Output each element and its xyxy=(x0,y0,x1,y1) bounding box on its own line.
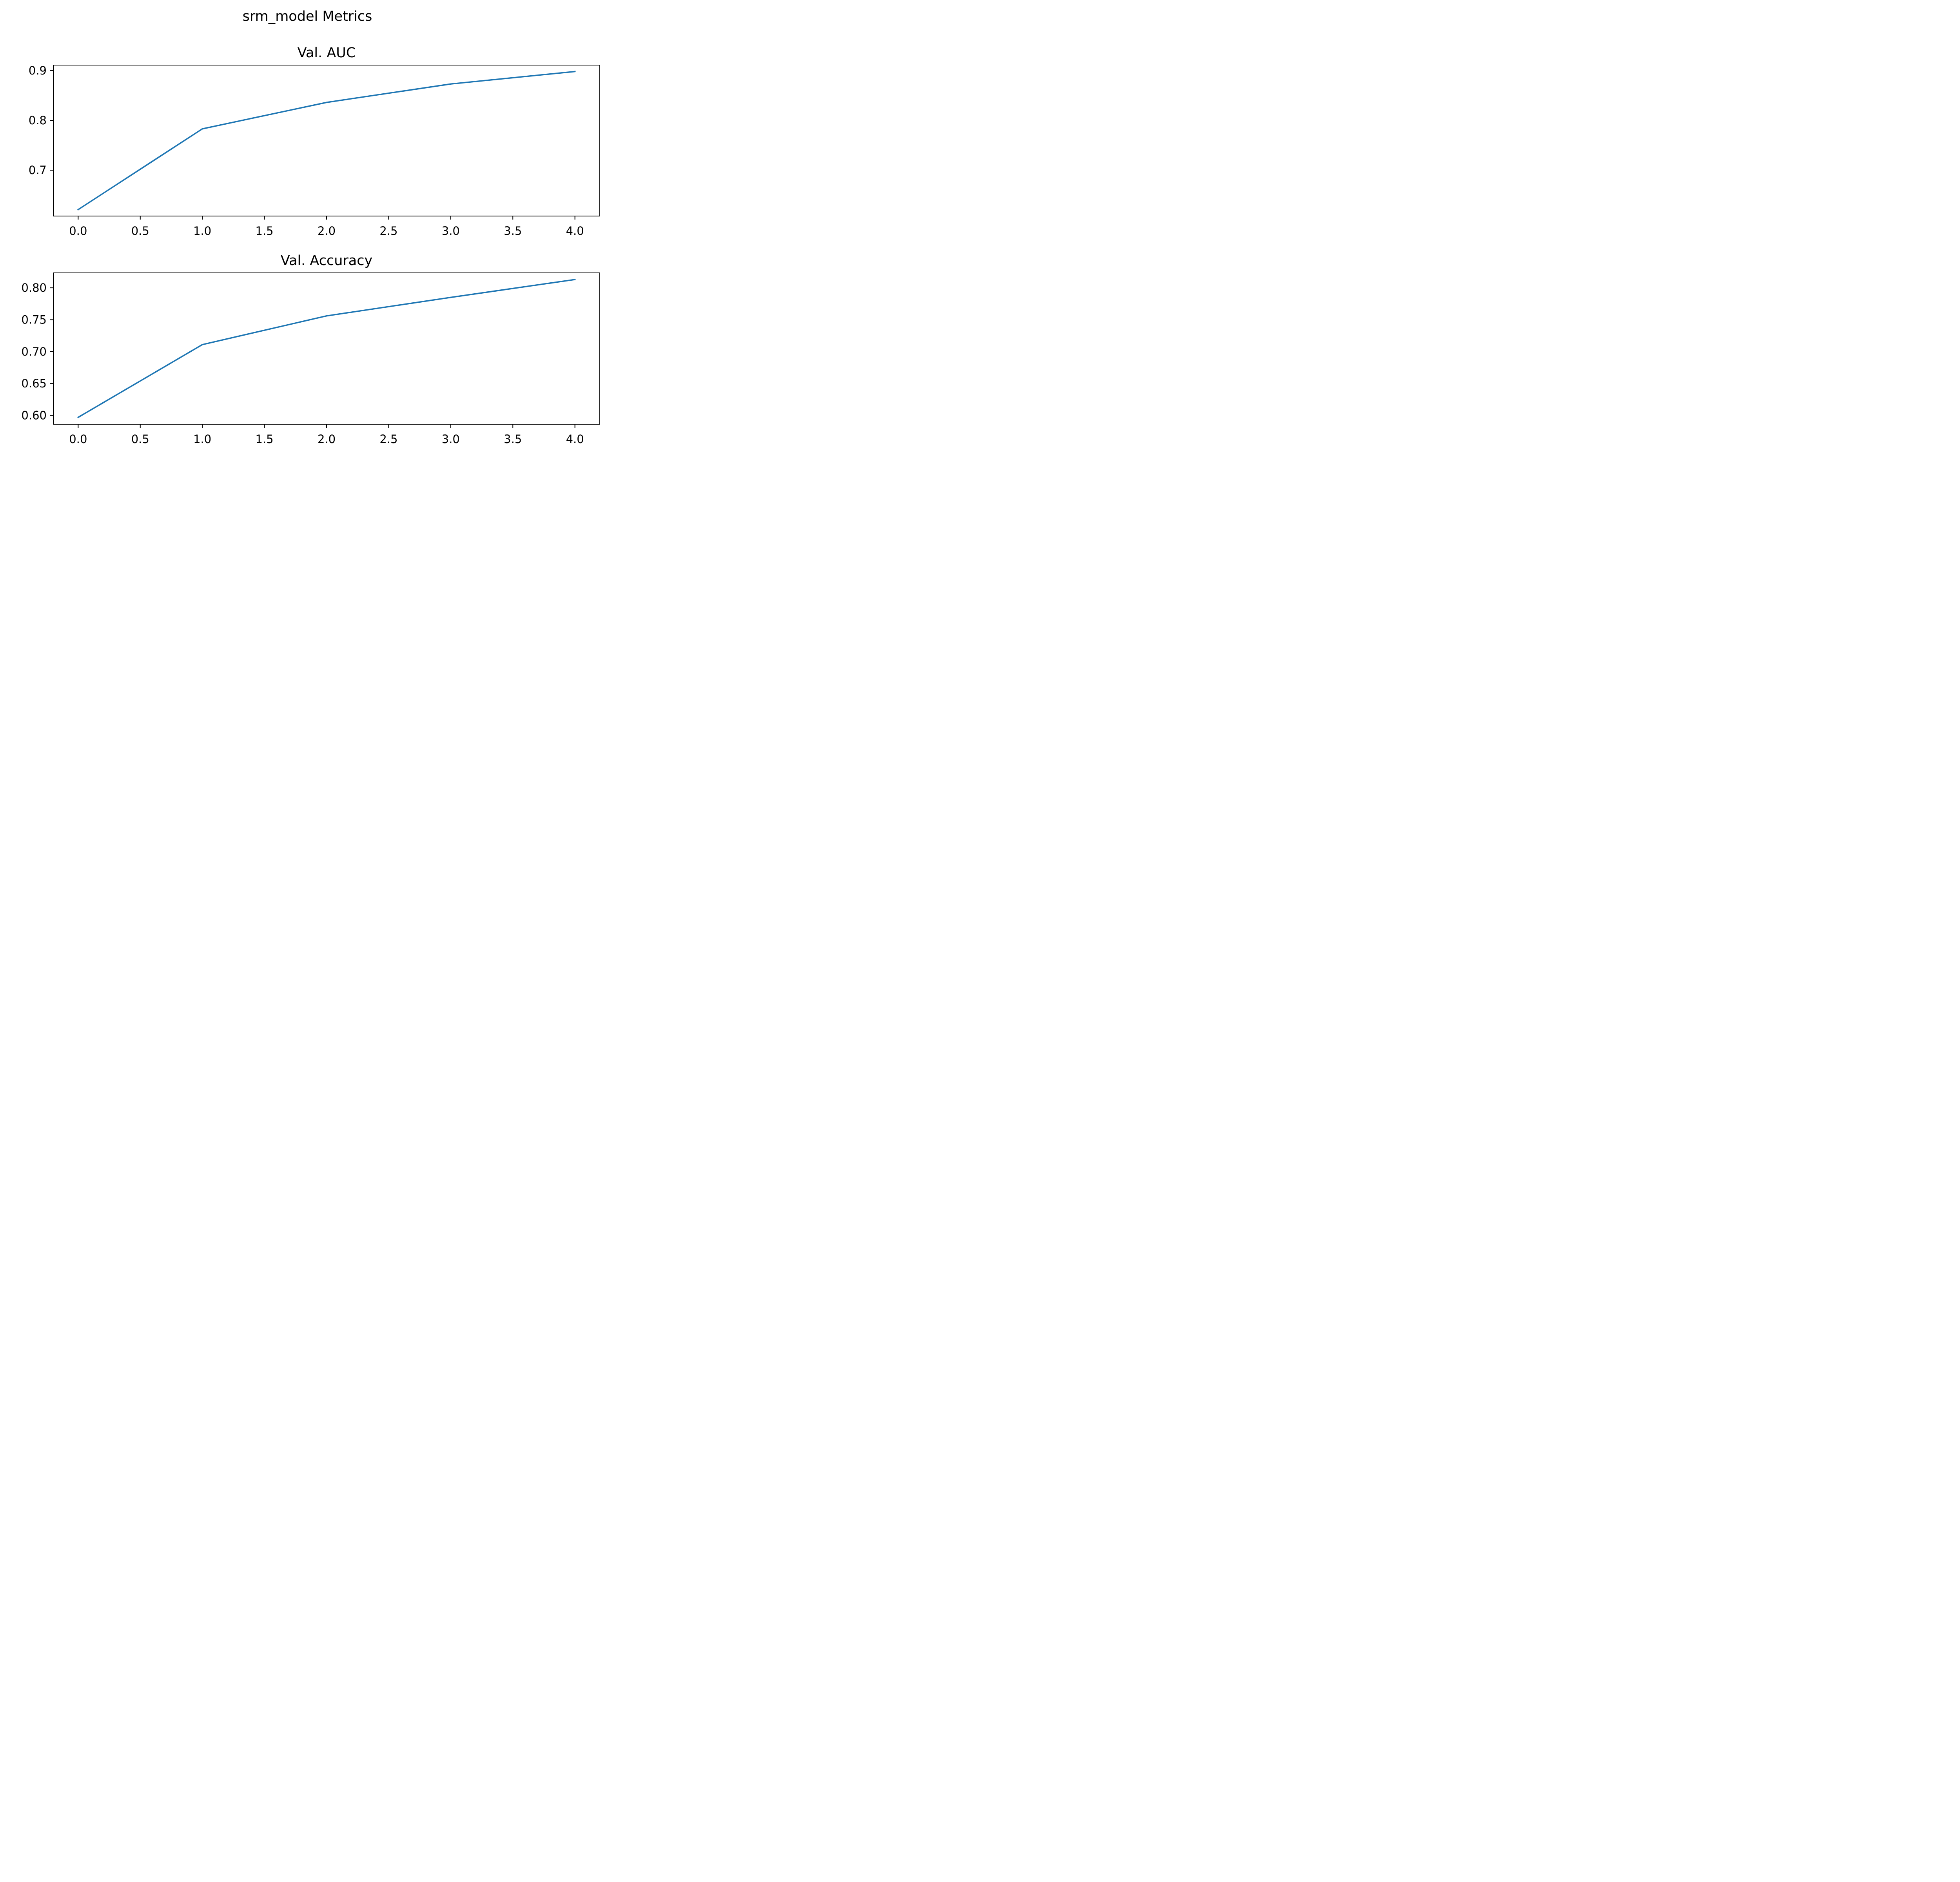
auc-x-tick-label: 1.5 xyxy=(256,224,274,238)
auc-x-tick-label: 4.0 xyxy=(566,224,584,238)
accuracy-data-point xyxy=(450,296,452,298)
auc-data-point xyxy=(450,83,452,85)
auc-y-tick-label: 0.8 xyxy=(29,114,47,127)
accuracy-y-tick-label: 0.65 xyxy=(21,377,47,390)
auc-x-tick-label: 3.5 xyxy=(504,224,522,238)
auc-x-tick-label: 0.0 xyxy=(69,224,87,238)
accuracy-data-point xyxy=(201,344,203,345)
auc-y-tick-label: 0.7 xyxy=(29,163,47,177)
accuracy-x-tick-label: 3.0 xyxy=(442,432,460,446)
accuracy-y-tick-label: 0.75 xyxy=(21,313,47,326)
auc-y-tick-label: 0.9 xyxy=(29,64,47,77)
auc-axes-frame xyxy=(53,65,600,216)
accuracy-x-tick-label: 2.5 xyxy=(379,432,397,446)
auc-data-point xyxy=(326,102,327,103)
auc-x-tick-label: 2.5 xyxy=(379,224,397,238)
accuracy-x-tick-label: 2.0 xyxy=(318,432,336,446)
accuracy-data-point xyxy=(574,279,576,280)
auc-data-point xyxy=(201,128,203,130)
accuracy-data-point xyxy=(326,315,327,317)
accuracy-x-tick-label: 0.0 xyxy=(69,432,87,446)
auc-x-tick-label: 1.0 xyxy=(193,224,211,238)
accuracy-x-tick-label: 4.0 xyxy=(566,432,584,446)
figure-background xyxy=(0,0,612,459)
metrics-figure: srm_model Metrics Val. AUC 0.0 0.5 1.0 1.5 2.… xyxy=(0,0,612,459)
auc-data-point xyxy=(574,71,576,73)
accuracy-y-tick-label: 0.60 xyxy=(21,409,47,422)
accuracy-subplot: Val. Accuracy 0.0 0.5 1.0 1.5 2.0 2.5 3.0 3.5 4.0… xyxy=(21,253,600,446)
auc-subplot: Val. AUC 0.0 0.5 1.0 1.5 2.0 2.5 3.0 3.5 4.0 0.7 0.… xyxy=(29,45,600,238)
auc-x-tick-label: 0.5 xyxy=(131,224,149,238)
accuracy-y-tick-label: 0.70 xyxy=(21,345,47,358)
auc-x-tick-label: 3.0 xyxy=(442,224,460,238)
accuracy-x-tick-label: 0.5 xyxy=(131,432,149,446)
accuracy-x-tick-label: 1.5 xyxy=(256,432,274,446)
accuracy-x-tick-label: 3.5 xyxy=(504,432,522,446)
auc-subplot-title: Val. AUC xyxy=(298,45,356,61)
accuracy-y-tick-label: 0.80 xyxy=(21,281,47,294)
accuracy-axes-frame xyxy=(53,272,600,425)
auc-data-point xyxy=(77,209,79,211)
accuracy-data-point xyxy=(77,416,79,418)
auc-x-tick-label: 2.0 xyxy=(318,224,336,238)
figure-title: srm_model Metrics xyxy=(243,9,372,24)
accuracy-x-tick-label: 1.0 xyxy=(193,432,211,446)
accuracy-subplot-title: Val. Accuracy xyxy=(281,253,372,269)
